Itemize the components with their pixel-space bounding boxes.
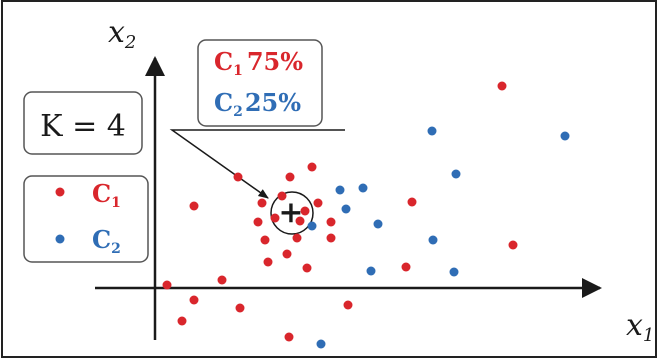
points-class1	[162, 81, 518, 342]
point-c2	[451, 169, 461, 179]
point-c1	[300, 206, 310, 216]
point-c2	[307, 221, 317, 231]
point-c2	[560, 131, 570, 141]
point-c1	[292, 233, 302, 243]
point-c1	[162, 280, 172, 290]
point-c1	[401, 262, 411, 272]
x-axis-label: x1	[626, 308, 654, 346]
point-c1	[326, 217, 336, 227]
point-c1	[217, 275, 227, 285]
query-point-marker: +	[278, 195, 303, 230]
point-c1	[253, 217, 263, 227]
point-c1	[270, 213, 280, 223]
point-c2	[358, 183, 368, 193]
ratio-c1: C1 75%	[214, 47, 303, 79]
legend-box: C1 C2	[23, 175, 149, 263]
point-c1	[177, 316, 187, 326]
point-c1	[260, 235, 270, 245]
point-c2	[449, 267, 459, 277]
legend-c1-marker	[55, 187, 65, 197]
point-c1	[285, 172, 295, 182]
point-c2	[335, 185, 345, 195]
point-c1	[313, 198, 323, 208]
point-c1	[233, 172, 243, 182]
point-c1	[263, 257, 273, 267]
point-c1	[277, 191, 287, 201]
point-c1	[189, 201, 199, 211]
point-c2	[428, 235, 438, 245]
point-c2	[373, 219, 383, 229]
points-class2	[307, 126, 570, 349]
point-c2	[316, 339, 326, 349]
point-c1	[284, 332, 294, 342]
point-c2	[427, 126, 437, 136]
pointer-line	[169, 129, 345, 199]
k-value: K = 4	[40, 109, 126, 144]
point-c1	[343, 300, 353, 310]
legend-c1-label: C1	[92, 179, 121, 211]
ratio-c2: C225%	[214, 88, 301, 120]
point-c1	[302, 263, 312, 273]
ratio-box: C1 75% C225%	[197, 39, 323, 127]
point-c1	[508, 240, 518, 250]
legend-c2-label: C2	[92, 225, 121, 257]
point-c2	[366, 266, 376, 276]
y-axis-label: x2	[108, 15, 136, 53]
point-c1	[295, 216, 305, 226]
k-box: K = 4	[23, 91, 143, 155]
neighborhood-circle	[270, 191, 314, 235]
legend-c2-marker	[55, 234, 65, 244]
point-c1	[307, 162, 317, 172]
point-c1	[497, 81, 507, 91]
point-c1	[282, 249, 292, 259]
point-c2	[341, 204, 351, 214]
point-c1	[189, 295, 199, 305]
point-c1	[407, 197, 417, 207]
point-c1	[326, 233, 336, 243]
point-c1	[235, 303, 245, 313]
point-c1	[257, 198, 267, 208]
